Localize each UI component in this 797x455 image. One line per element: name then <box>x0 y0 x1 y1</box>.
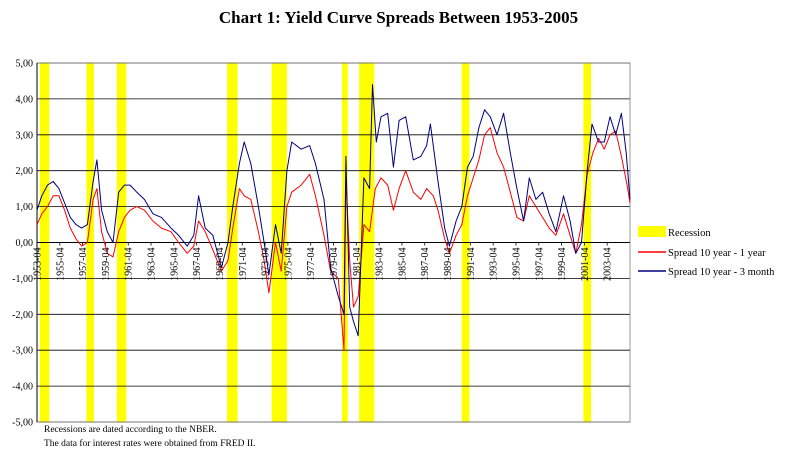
x-tick-label: 2003-04 <box>603 248 614 281</box>
legend-recession-swatch <box>638 226 666 237</box>
y-tick-label: 2,00 <box>16 166 34 177</box>
x-tick-label: 1961-04 <box>124 248 135 281</box>
x-tick-label: 1959-04 <box>101 248 112 281</box>
x-tick-label: 1991-04 <box>466 248 477 281</box>
y-tick-label: -5,00 <box>12 418 33 429</box>
y-tick-label: -2,00 <box>12 310 33 321</box>
x-tick-label: 1955-04 <box>55 248 66 281</box>
chart-title: Chart 1: Yield Curve Spreads Between 195… <box>218 8 579 27</box>
y-tick-labels: 5,00 4,00 3,00 2,00 1,00 0,00 -1,00 -2,00 -3,00 -… <box>12 59 33 429</box>
x-tick-label: 1977-04 <box>306 248 317 281</box>
x-tick-label: 1985-04 <box>397 248 408 281</box>
x-tick-label: 1969-04 <box>215 248 226 281</box>
x-tick-label: 1953-04 <box>33 248 44 281</box>
x-tick-label: 1973-04 <box>261 248 272 281</box>
x-tick-labels: 1953-04 1955-04 1957-04 1959-04 1961-04 1963-… <box>33 247 614 280</box>
x-tick-label: 1987-04 <box>420 248 431 281</box>
series-lines <box>36 84 631 351</box>
x-tick-label: 1989-04 <box>443 248 454 281</box>
y-tick-label: 1,00 <box>16 202 34 213</box>
x-tick-label: 1997-04 <box>534 248 545 281</box>
series-line <box>36 84 631 337</box>
footnote-recession: Recessions are dated according to the NB… <box>44 425 217 435</box>
legend-label: Spread 10 year - 3 month <box>668 267 775 278</box>
x-tick-label: 1957-04 <box>78 248 89 281</box>
y-tick-label: 0,00 <box>16 238 34 249</box>
y-tick-label: 3,00 <box>16 130 34 141</box>
x-tick-label: 1979-04 <box>329 248 340 281</box>
x-tick-label: 1981-04 <box>352 248 363 281</box>
x-tick-label: 1975-04 <box>283 248 294 281</box>
x-tick-label: 1995-04 <box>511 248 522 281</box>
legend-label: Recession <box>668 228 711 239</box>
y-tick-label: 5,00 <box>16 59 34 70</box>
x-tick-label: 1963-04 <box>147 248 158 281</box>
axes <box>36 62 631 423</box>
legend-label: Spread 10 year - 1 year <box>668 248 766 259</box>
x-tick-label: 1993-04 <box>489 247 500 280</box>
x-tick-label: 1971-04 <box>238 248 249 281</box>
y-tick-label: -1,00 <box>12 274 33 285</box>
x-tick-label: 1983-04 <box>375 248 386 281</box>
y-tick-label: 4,00 <box>16 94 34 105</box>
x-tick-label: 1999-04 <box>557 248 568 281</box>
x-tick-label: 2001-04 <box>580 248 591 281</box>
x-tick-label: 1967-04 <box>192 248 203 281</box>
x-tick-label: 1965-04 <box>169 248 180 281</box>
legend: Recession Spread 10 year - 1 year Spread 1… <box>638 226 775 278</box>
y-tick-label: -3,00 <box>12 346 33 357</box>
y-tick-label: -4,00 <box>12 382 33 393</box>
footnote-data-source: The data for interest rates were obtaine… <box>44 439 256 449</box>
